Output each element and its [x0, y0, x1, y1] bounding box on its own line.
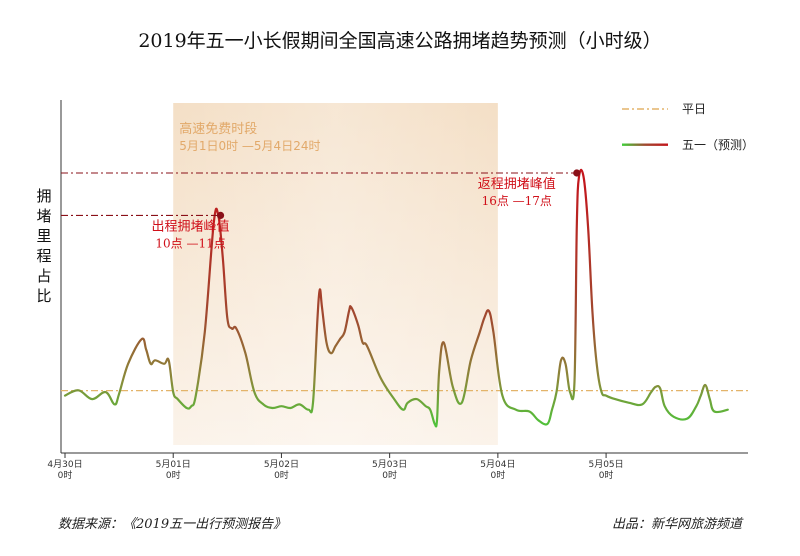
x-tick-label-date: 5月01日	[156, 459, 191, 470]
publisher-note: 出品：新华网旅游频道	[611, 517, 742, 532]
peak-annotation-time: 10点 —11点	[155, 236, 225, 250]
x-tick-label-hour: 0时	[274, 469, 289, 481]
x-tick-label-hour: 0时	[490, 469, 505, 481]
x-tick-label-hour: 0时	[599, 469, 614, 481]
x-tick-label-date: 5月02日	[264, 459, 299, 470]
peak-annotation-label: 出程拥堵峰值	[152, 218, 230, 234]
free-period-label: 高速免费时段	[179, 121, 257, 137]
x-tick-label-date: 5月05日	[588, 459, 623, 470]
x-tick-label-hour: 0时	[166, 469, 181, 481]
peak-annotation-time: 16点 —17点	[482, 194, 552, 208]
peak-marker	[216, 211, 225, 219]
legend-label-weekday: 平日	[682, 102, 706, 116]
series-line-wuyi	[63, 168, 729, 428]
legend-label-wuyi: 五一（预测）	[682, 138, 754, 152]
free-period-band-highlight	[173, 103, 498, 445]
x-tick-label-hour: 0时	[58, 469, 73, 481]
y-axis-label: 拥堵里程占比	[36, 187, 52, 305]
x-tick-label-hour: 0时	[382, 469, 397, 481]
peak-annotation-label: 返程拥堵峰值	[478, 176, 556, 192]
data-source-note: 数据来源：《2019五一出行预测报告》	[58, 517, 287, 532]
peak-marker	[573, 169, 581, 177]
legend-swatch-wuyi	[622, 143, 668, 146]
free-period-dates: 5月1日0时 —5月4日24时	[179, 139, 320, 153]
x-tick-label-date: 5月04日	[480, 459, 515, 470]
chart-title: 2019年五一小长假期间全国高速公路拥堵趋势预测（小时级）	[138, 30, 662, 52]
x-tick-label-date: 5月03日	[372, 459, 407, 470]
x-tick-label-date: 4月30日	[47, 459, 82, 470]
